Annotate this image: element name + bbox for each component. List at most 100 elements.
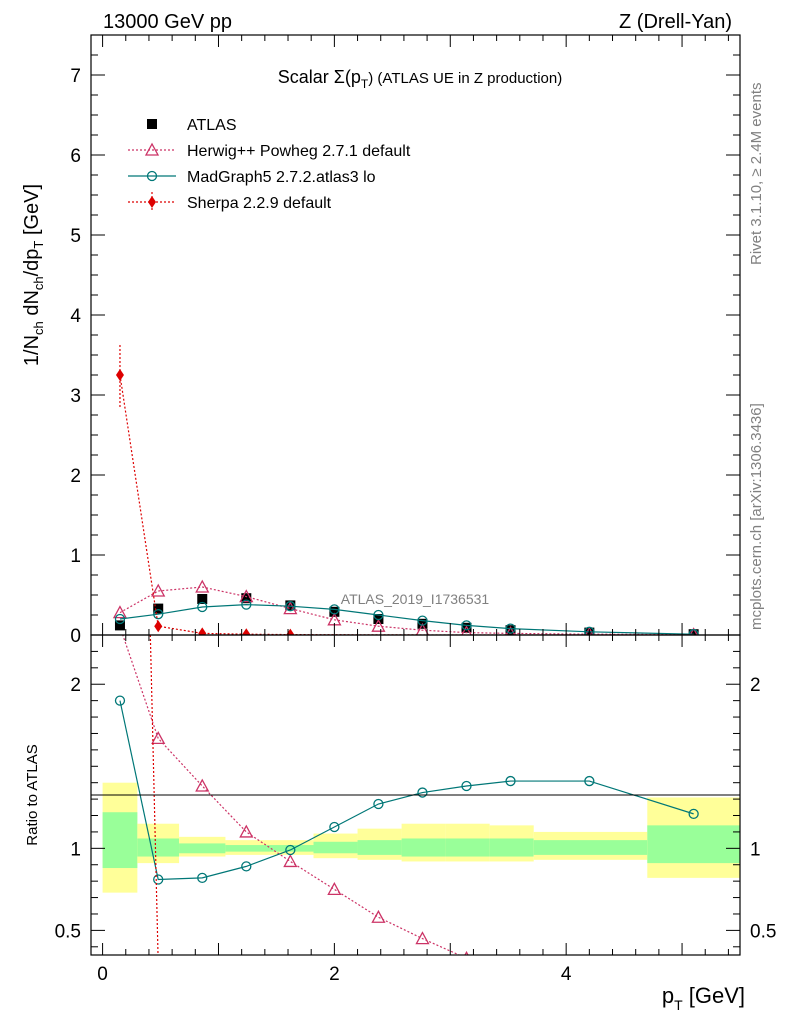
sherpa-point [198, 627, 207, 635]
madgraph5-ratio-point [153, 874, 164, 885]
madgraph5-ratio-point [329, 821, 340, 833]
atlas-point [285, 600, 296, 611]
energy-label: 13000 GeV pp [103, 11, 232, 33]
legend-label-atlas: ATLAS [187, 117, 237, 134]
legend-marker-madgraph5 [146, 170, 158, 182]
herwig-ratio-point [415, 931, 430, 945]
ratio-y-tick-label-right: 1 [750, 839, 761, 860]
ratio-band-stat [489, 838, 534, 857]
madgraph5-point [688, 629, 699, 635]
ratio-y-tick-label: 2 [70, 675, 81, 696]
herwig-ratio-point [505, 965, 517, 976]
ratio-band-stat [269, 845, 314, 852]
legend-marker-herwig [144, 142, 160, 156]
atlas-point [114, 620, 125, 631]
main-y-tick-label: 5 [70, 226, 81, 247]
herwig-point [371, 618, 386, 632]
ratio-band-stat [225, 845, 270, 852]
analysis-watermark: ATLAS_2019_I1736531 [341, 591, 490, 607]
main-y-tick-label: 4 [70, 306, 81, 327]
legend: ATLAS Herwig++ Powheg 2.7.1 default MadGra… [128, 117, 411, 212]
legend-label-herwig: Herwig++ Powheg 2.7.1 default [187, 143, 411, 160]
ratio-band-stat [102, 812, 138, 869]
madgraph5-point [329, 604, 340, 615]
madgraph5-ratio-point [114, 695, 126, 706]
atlas-point [688, 629, 699, 635]
madgraph5-point [114, 613, 126, 625]
madgraph5-ratio-point [417, 787, 428, 798]
legend-marker-sherpa [148, 196, 156, 208]
herwig-point [461, 625, 472, 635]
madgraph5-point [285, 601, 296, 612]
herwig-point [151, 583, 166, 597]
main-y-axis-label: 1/Nch dNch/dpT [GeV] [21, 184, 46, 366]
ratio-y-tick-label-right: 2 [750, 675, 761, 696]
legend-marker-atlas [147, 119, 157, 129]
madgraph5-point [505, 623, 516, 634]
main-y-tick-label: 6 [70, 146, 81, 167]
ratio-band-stat [533, 840, 648, 855]
sherpa-point [115, 369, 124, 381]
herwig-line [119, 586, 694, 635]
ratio-band-stat [179, 843, 226, 854]
herwig-ratio-point [327, 882, 342, 896]
herwig-point [239, 589, 254, 603]
madgraph5-ratio-point [285, 844, 296, 856]
atlas-point [241, 593, 252, 604]
process-label: Z (Drell-Yan) [619, 11, 732, 33]
madgraph5-line [119, 603, 694, 635]
main-y-tick-label: 3 [70, 386, 81, 407]
x-tick-label: 0 [97, 964, 108, 985]
madgraph5-point [461, 620, 472, 631]
atlas-point [153, 603, 164, 614]
ratio-band-stat [647, 825, 740, 864]
main-y-tick-label: 2 [70, 466, 81, 487]
herwig-point [283, 601, 298, 615]
herwig-point [415, 622, 430, 635]
herwig-ratio-point [283, 854, 298, 868]
madgraph5-point [417, 615, 428, 626]
madgraph5-point [153, 609, 164, 620]
herwig-point [112, 605, 128, 619]
atlas-point [329, 606, 340, 617]
plot-title: Scalar Σ(pT) (ATLAS UE in Z production) [278, 67, 562, 91]
ratio-y-tick-label: 1 [70, 839, 81, 860]
ratio-band-stat [137, 838, 180, 857]
axes: 0 1 2 3 4 5 6 7 0 2 4 0.5 0.5 1 1 2 2 [55, 34, 776, 985]
madgraph5-ratio-line [119, 700, 694, 881]
sherpa-point [154, 620, 163, 633]
legend-label-madgraph5: MadGraph5 2.7.2.atlas3 lo [187, 169, 376, 186]
legend-label-sherpa: Sherpa 2.2.9 default [187, 195, 332, 212]
atlas-point [505, 625, 516, 635]
madgraph5-ratio-point [584, 775, 595, 787]
herwig-ratio-point [151, 731, 166, 745]
rivet-label: Rivet 3.1.10, ≥ 2.4M events [748, 83, 765, 266]
ratio-band-stat [445, 838, 490, 857]
herwig-point [195, 579, 210, 593]
atlas-point [197, 594, 208, 604]
madgraph5-ratio-point [373, 798, 384, 810]
ratio-band-stat [401, 838, 446, 857]
madgraph5-ratio-point [241, 861, 252, 872]
herwig-ratio-line [122, 635, 461, 955]
sherpa-point [242, 628, 251, 635]
herwig-ratio-point [583, 977, 595, 988]
herwig-point [505, 626, 516, 635]
madgraph5-point [197, 601, 208, 613]
ratio-y-tick-label: 0.5 [55, 921, 81, 942]
ratio-bands [102, 782, 740, 893]
herwig-ratio-point [371, 909, 386, 923]
ratio-band-stat [357, 840, 402, 855]
madgraph5-ratio-point [505, 775, 516, 787]
x-axis-label: pT [GeV] [662, 983, 745, 1013]
ratio-y-tick-label-right: 0.5 [750, 921, 776, 942]
madgraph5-ratio-point [461, 780, 472, 792]
ratio-series [114, 635, 699, 988]
madgraph5-point [373, 609, 384, 621]
herwig-ratio-point [195, 778, 210, 792]
mcplots-label: mcplots.cern.ch [arXiv:1306.3436] [748, 403, 765, 630]
madgraph5-ratio-point [197, 872, 208, 884]
madgraph5-point [241, 599, 252, 610]
main-y-tick-label: 7 [70, 66, 81, 87]
